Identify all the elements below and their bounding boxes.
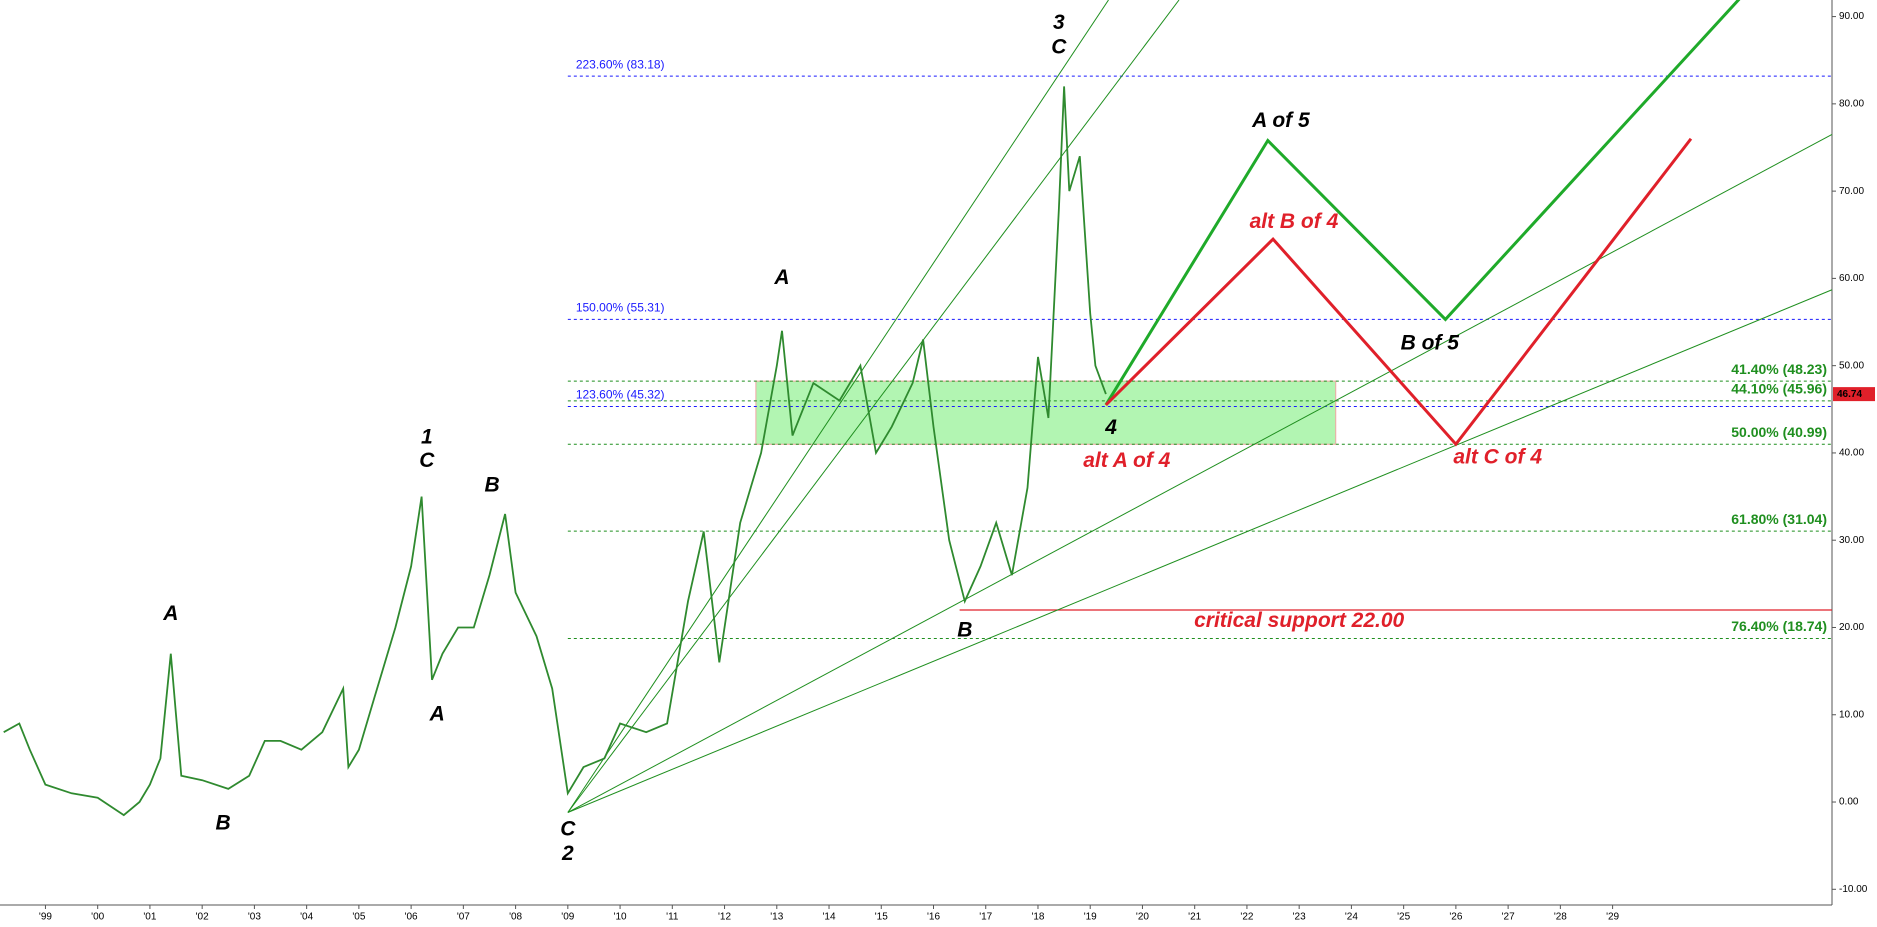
x-tick-label: '19	[1084, 912, 1097, 923]
x-tick-label: '29	[1606, 912, 1619, 923]
x-tick-label: '08	[509, 912, 522, 923]
y-tick-label: -10.00	[1839, 884, 1868, 895]
x-tick-label: '21	[1188, 912, 1201, 923]
wave-label: A	[773, 266, 789, 289]
trendline	[567, 0, 1180, 813]
x-tick-label: '25	[1397, 912, 1410, 923]
x-tick-label: '14	[822, 912, 835, 923]
wave-label: B	[215, 811, 230, 834]
fib-label: 150.00% (55.31)	[576, 300, 665, 314]
y-tick-label: 60.00	[1839, 273, 1864, 284]
x-tick-label: '00	[91, 912, 104, 923]
x-tick-label: '99	[39, 912, 52, 923]
x-tick-label: '24	[1345, 912, 1358, 923]
x-tick-label: '28	[1554, 912, 1567, 923]
y-tick-label: 90.00	[1839, 11, 1864, 22]
x-tick-label: '09	[561, 912, 574, 923]
wave-label: 2	[561, 842, 574, 865]
x-tick-label: '26	[1449, 912, 1462, 923]
trendline	[567, 133, 1833, 813]
wave-label: A	[162, 602, 178, 625]
wave-label: C	[1051, 36, 1067, 59]
x-tick-label: '16	[927, 912, 940, 923]
x-tick-label: '02	[196, 912, 209, 923]
fib-label: 41.40% (48.23)	[1731, 361, 1827, 377]
y-tick-label: 40.00	[1839, 448, 1864, 459]
x-tick-label: '11	[666, 912, 679, 923]
support-label: critical support 22.00	[1194, 609, 1404, 632]
projection-green	[1104, 0, 1741, 406]
price-tag-label: 46.74	[1837, 389, 1862, 400]
y-tick-label: 0.00	[1839, 797, 1859, 808]
x-tick-label: '05	[352, 912, 365, 923]
fib-label: 44.10% (45.96)	[1731, 381, 1827, 397]
wave-label: alt A of 4	[1083, 449, 1170, 472]
price-line	[3, 86, 1107, 817]
wave-label: B	[484, 474, 499, 497]
wave-label: A of 5	[1251, 109, 1310, 132]
x-tick-label: '01	[143, 912, 156, 923]
wave-label: B	[957, 619, 972, 642]
x-tick-label: '04	[300, 912, 313, 923]
wave-label: B of 5	[1401, 331, 1460, 354]
y-tick-label: 10.00	[1839, 709, 1864, 720]
x-tick-label: '15	[875, 912, 888, 923]
fib-label: 123.60% (45.32)	[576, 388, 665, 402]
wave-label: 4	[1104, 416, 1117, 439]
fib-label: 61.80% (31.04)	[1731, 511, 1827, 527]
x-tick-label: '12	[718, 912, 731, 923]
wave-label: C	[560, 817, 576, 840]
y-tick-label: 80.00	[1839, 98, 1864, 109]
x-tick-label: '07	[457, 912, 470, 923]
fib-label: 76.40% (18.74)	[1731, 618, 1827, 634]
wave-label: C	[419, 449, 435, 472]
fib-label: 50.00% (40.99)	[1731, 424, 1827, 440]
y-tick-label: 70.00	[1839, 186, 1864, 197]
x-tick-label: '23	[1293, 912, 1306, 923]
x-tick-label: '20	[1136, 912, 1149, 923]
fib-label: 223.60% (83.18)	[576, 57, 665, 71]
x-tick-label: '27	[1502, 912, 1515, 923]
wave-label: 3	[1053, 11, 1065, 34]
wave-label: alt C of 4	[1453, 446, 1542, 469]
x-tick-label: '22	[1240, 912, 1253, 923]
x-tick-label: '03	[248, 912, 261, 923]
x-tick-label: '10	[614, 912, 627, 923]
zone-box	[755, 380, 1337, 445]
x-tick-label: '18	[1031, 912, 1044, 923]
x-tick-label: '13	[770, 912, 783, 923]
x-tick-label: '06	[405, 912, 418, 923]
projection-red	[1104, 137, 1693, 447]
y-tick-label: 50.00	[1839, 360, 1864, 371]
wave-label: alt B of 4	[1250, 210, 1339, 233]
wave-label: 1	[421, 426, 433, 449]
y-tick-label: 20.00	[1839, 622, 1864, 633]
price-tag	[1833, 387, 1875, 402]
wave-label: A	[429, 702, 445, 725]
trendline	[567, 0, 1109, 813]
x-tick-label: '17	[979, 912, 992, 923]
y-tick-label: 30.00	[1839, 535, 1864, 546]
trendline	[567, 289, 1833, 813]
